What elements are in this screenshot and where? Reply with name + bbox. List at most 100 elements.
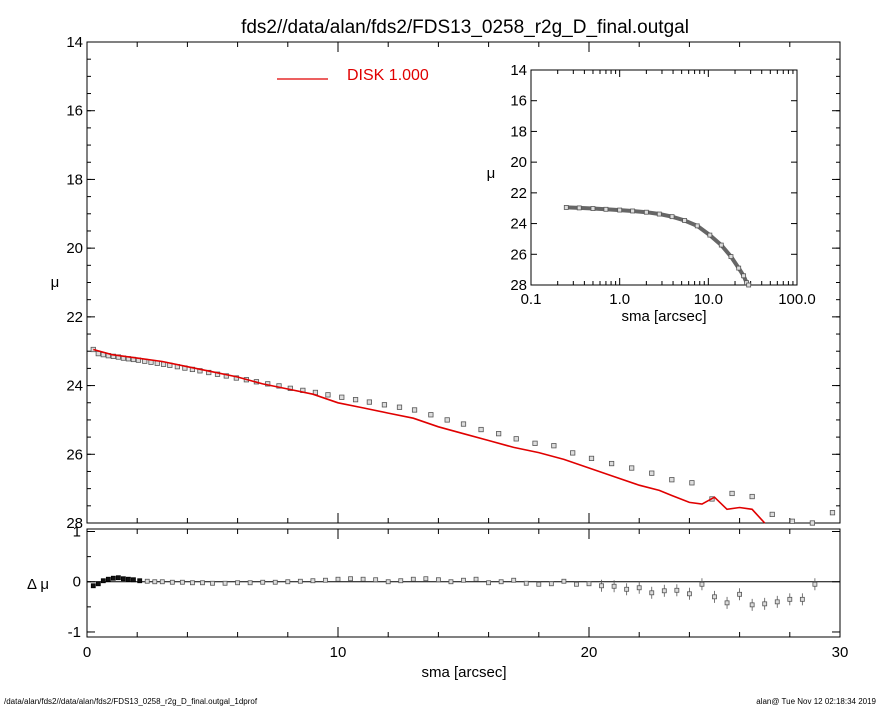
inset-x-tick-label: 100.0 bbox=[778, 291, 816, 308]
inset-x-label: sma [arcsec] bbox=[621, 308, 706, 325]
main-data-point bbox=[551, 443, 557, 449]
main-data-point bbox=[729, 490, 735, 497]
main-data-point bbox=[478, 426, 484, 433]
residual-data-point bbox=[310, 578, 316, 584]
residual-data-point bbox=[636, 585, 642, 591]
residual-y-tick-label: -1 bbox=[68, 624, 81, 641]
residual-data-point bbox=[323, 577, 328, 583]
main-data-point bbox=[809, 520, 815, 526]
residual-data-point bbox=[152, 579, 158, 585]
residual-data-point bbox=[285, 579, 291, 585]
residual-data-point bbox=[222, 580, 228, 586]
residual-data-point bbox=[144, 578, 150, 584]
inset-data-point bbox=[656, 211, 662, 217]
residual-data-point bbox=[749, 602, 755, 608]
residual-data-point bbox=[159, 579, 165, 585]
inset-y-label: μ bbox=[487, 165, 496, 182]
main-data-point bbox=[629, 465, 635, 471]
inset-x-tick-label: 10.0 bbox=[694, 291, 723, 308]
residual-data-point bbox=[787, 596, 793, 602]
main-panel: 14 16 18 20 22 24 26 28 DISK 1.000 μ bbox=[51, 34, 841, 532]
main-data-point bbox=[339, 394, 345, 400]
residual-x-tick-label: 20 bbox=[581, 644, 598, 661]
main-data-point bbox=[789, 518, 795, 524]
residual-data-point bbox=[179, 579, 185, 585]
residual-plot-frame bbox=[86, 528, 841, 638]
main-data-point bbox=[366, 399, 372, 405]
main-y-tick-label: 22 bbox=[66, 309, 83, 326]
residual-data-points bbox=[90, 575, 818, 611]
chart-title: fds2//data/alan/fds2/FDS13_0258_r2g_D_fi… bbox=[241, 17, 689, 38]
main-data-point bbox=[381, 402, 388, 408]
residual-data-point bbox=[599, 583, 604, 589]
inset-x-tick-label: 0.1 bbox=[521, 291, 542, 308]
main-data-point bbox=[829, 510, 836, 516]
inset-y-tick-label: 20 bbox=[510, 154, 527, 171]
main-y-tick-label: 20 bbox=[66, 240, 83, 257]
inset-y-tick-label: 26 bbox=[510, 246, 527, 263]
residual-data-point bbox=[105, 576, 111, 582]
residual-x-tick-label: 10 bbox=[330, 644, 347, 661]
residual-data-point bbox=[523, 580, 529, 586]
main-data-point bbox=[460, 421, 467, 427]
residual-data-point bbox=[297, 578, 303, 584]
footer-filepath: /data/alan/fds2//data/alan/fds2/FDS13_02… bbox=[4, 697, 258, 706]
residual-data-point bbox=[624, 586, 630, 592]
inset-y-tick-label: 18 bbox=[510, 123, 527, 140]
inset-data-point bbox=[643, 209, 649, 215]
legend-label: DISK 1.000 bbox=[347, 67, 429, 84]
inset-data-point bbox=[682, 218, 688, 223]
residual-data-point bbox=[687, 591, 692, 597]
residual-data-point bbox=[95, 581, 101, 587]
residual-data-point bbox=[423, 576, 429, 582]
residual-data-point bbox=[649, 590, 655, 596]
main-data-point bbox=[496, 431, 502, 437]
residual-y-tick-label: 0 bbox=[73, 574, 81, 591]
main-y-tick-label: 28 bbox=[66, 515, 83, 532]
main-data-point bbox=[276, 383, 282, 389]
main-y-tick-label: 18 bbox=[66, 171, 83, 188]
residual-x-label: sma [arcsec] bbox=[421, 664, 506, 681]
inset-data-points bbox=[563, 205, 752, 288]
inset-data-point bbox=[718, 242, 724, 248]
inset-plot-frame bbox=[530, 69, 798, 286]
inset-data-point bbox=[707, 232, 713, 238]
residual-data-point bbox=[473, 576, 479, 582]
main-data-point bbox=[749, 493, 755, 500]
footer-timestamp: alan@ Tue Nov 12 02:18:34 2019 bbox=[756, 697, 876, 706]
residual-data-point bbox=[169, 579, 175, 585]
inset-data-point bbox=[669, 214, 675, 220]
residual-data-point bbox=[737, 591, 742, 597]
residual-data-point bbox=[398, 578, 404, 584]
residual-data-point bbox=[586, 581, 592, 587]
residual-data-point bbox=[536, 581, 542, 587]
residual-data-point bbox=[200, 580, 205, 586]
inset-data-point bbox=[746, 282, 752, 288]
residual-data-point bbox=[348, 576, 353, 582]
residual-data-point bbox=[799, 596, 805, 602]
residual-data-point bbox=[435, 577, 441, 583]
main-data-point bbox=[428, 412, 434, 418]
inset-panel: 14 16 18 20 22 24 26 280.1 1.0 10.0 100.0 sma [arc… bbox=[487, 62, 816, 325]
residual-panel: 10-10 10 20 30 sma [arcsec] Δ μ bbox=[27, 524, 848, 681]
inset-data-point bbox=[630, 208, 636, 214]
inset-y-tick-label: 14 bbox=[510, 62, 527, 79]
inset-y-tick-label: 28 bbox=[510, 277, 527, 294]
residual-data-point bbox=[712, 594, 717, 600]
residual-data-point bbox=[486, 580, 492, 586]
main-data-point bbox=[513, 436, 519, 442]
residual-data-point bbox=[260, 579, 266, 585]
inset-data-point bbox=[741, 273, 747, 279]
residual-data-point bbox=[247, 580, 253, 586]
residual-data-point bbox=[373, 577, 379, 583]
main-data-point bbox=[352, 397, 359, 403]
main-data-point bbox=[769, 511, 775, 518]
residual-data-point bbox=[762, 601, 768, 607]
inset-data-point bbox=[736, 265, 742, 271]
residual-data-point bbox=[611, 583, 617, 589]
inset-data-point bbox=[563, 205, 569, 210]
inset-data-point bbox=[728, 254, 734, 259]
main-data-point bbox=[325, 392, 331, 398]
disk-model-line bbox=[93, 348, 766, 524]
residual-data-point bbox=[461, 577, 466, 583]
